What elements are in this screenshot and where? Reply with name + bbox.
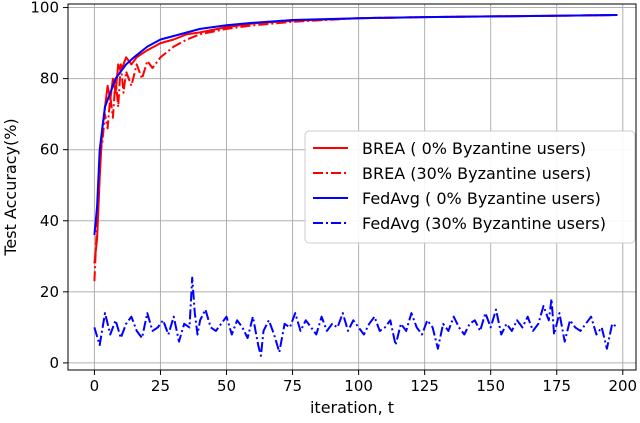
- y-axis-label: Test Accuracy(%): [1, 118, 20, 256]
- legend-label-fedavg-30: FedAvg (30% Byzantine users): [362, 214, 606, 233]
- x-tick-label: 75: [283, 377, 302, 395]
- y-tick-label: 0: [49, 354, 59, 372]
- legend-box: [304, 130, 636, 244]
- x-tick-label: 50: [217, 377, 236, 395]
- x-tick-label: 25: [151, 377, 170, 395]
- axis-ticks: 0 25 50 75 100 125 150 175 200 0 20 40 60 80 100: [30, 0, 637, 395]
- series-line-3: [93, 276, 619, 357]
- y-tick-label: 20: [40, 283, 59, 301]
- legend-label-brea-0: BREA ( 0% Byzantine users): [362, 139, 586, 158]
- x-tick-label: 125: [410, 377, 439, 395]
- y-tick-label: 40: [40, 212, 59, 230]
- y-tick-label: 80: [40, 70, 59, 88]
- plot-frame: [67, 3, 637, 371]
- legend-label-brea-30: BREA (30% Byzantine users): [362, 164, 591, 183]
- x-tick-label: 0: [90, 377, 100, 395]
- x-tick-label: 175: [542, 377, 571, 395]
- x-tick-label: 150: [476, 377, 505, 395]
- y-tick-label: 100: [30, 0, 59, 17]
- x-tick-label: 200: [608, 377, 637, 395]
- x-axis-label: iteration, t: [310, 398, 394, 417]
- series-line-2: [93, 14, 618, 236]
- plot-series: [93, 14, 619, 357]
- y-tick-label: 60: [40, 141, 59, 159]
- legend: BREA ( 0% Byzantine users) BREA (30% Byz…: [304, 130, 636, 244]
- x-tick-label: 100: [344, 377, 373, 395]
- legend-label-fedavg-0: FedAvg ( 0% Byzantine users): [362, 189, 601, 208]
- series-line-1: [93, 14, 618, 282]
